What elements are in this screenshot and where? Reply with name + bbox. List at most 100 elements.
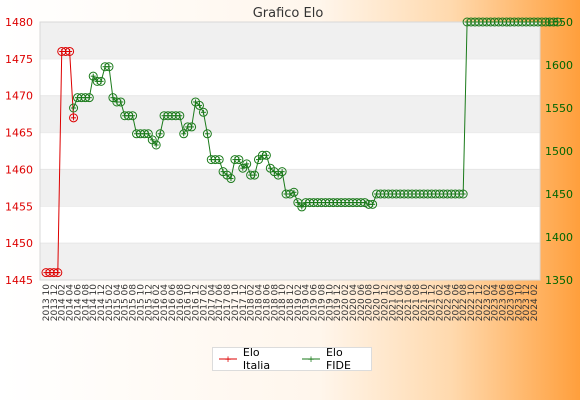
data-point <box>96 76 106 86</box>
left-tick-label: 1465 <box>5 127 33 140</box>
data-point <box>250 170 260 180</box>
x-tick-label: 2018 10 <box>278 284 288 321</box>
data-point <box>289 187 299 197</box>
x-tick-label: 2022 08 <box>459 284 469 321</box>
x-tick-label: 2017 06 <box>215 284 225 321</box>
x-tick-label: 2023 08 <box>506 284 516 321</box>
x-tick-label: 2015 10 <box>136 284 146 321</box>
x-tick-label: 2021 12 <box>428 284 438 321</box>
chart-title: Grafico Elo <box>253 6 324 21</box>
x-tick-label: 2018 06 <box>262 284 272 321</box>
x-tick-label: 2018 02 <box>247 284 257 321</box>
x-tick-label: 2013 10 <box>42 284 52 321</box>
grid-band <box>40 243 540 280</box>
x-tick-label: 2020 10 <box>373 284 383 321</box>
left-tick-label: 1445 <box>5 274 33 287</box>
left-tick-label: 1475 <box>5 53 33 66</box>
legend-marker-italia: + <box>219 355 237 363</box>
series-elo-fide <box>69 17 563 212</box>
x-tick-label: 2014 10 <box>89 284 99 321</box>
x-tick-label: 2013 12 <box>50 284 60 321</box>
x-tick-label: 2023 12 <box>522 284 532 321</box>
x-tick-label: 2019 08 <box>317 284 327 321</box>
x-tick-label: 2021 02 <box>388 284 398 321</box>
legend-label-italia: Elo Italia <box>242 346 271 372</box>
x-tick-label: 2017 08 <box>223 284 233 321</box>
right-tick-label: 1500 <box>545 145 573 158</box>
x-tick-label: 2014 12 <box>97 284 107 321</box>
x-tick-label: 2020 08 <box>365 284 375 321</box>
x-tick-label: 2016 04 <box>160 284 170 321</box>
right-tick-label: 1350 <box>545 274 573 287</box>
data-point <box>277 167 287 177</box>
data-point <box>242 159 252 169</box>
right-tick-label: 1450 <box>545 188 573 201</box>
x-tick-label: 2014 06 <box>73 284 83 321</box>
x-tick-label: 2018 04 <box>255 284 265 321</box>
data-point <box>155 129 165 139</box>
data-point <box>104 62 114 72</box>
data-point <box>65 46 75 56</box>
legend-marker-fide: + <box>302 355 320 363</box>
grid-band <box>40 22 540 59</box>
x-tick-label: 2016 02 <box>152 284 162 321</box>
plot-border <box>39 21 541 281</box>
x-tick-label: 2017 12 <box>239 284 249 321</box>
x-tick-label: 2023 04 <box>491 284 501 321</box>
x-tick-label: 2023 02 <box>483 284 493 321</box>
right-tick-label: 1550 <box>545 102 573 115</box>
x-tick-label: 2023 10 <box>514 284 524 321</box>
data-point <box>175 111 185 121</box>
plot-background <box>40 22 540 280</box>
data-point <box>214 155 224 165</box>
data-point <box>151 140 161 150</box>
data-point <box>128 111 138 121</box>
x-tick-label: 2019 02 <box>294 284 304 321</box>
x-tick-label: 2019 06 <box>310 284 320 321</box>
x-tick-label: 2016 10 <box>184 284 194 321</box>
data-point <box>187 122 197 132</box>
data-point <box>202 129 212 139</box>
right-tick-label: 1400 <box>545 231 573 244</box>
svg-text:+: + <box>307 355 315 363</box>
x-tick-label: 2022 04 <box>443 284 453 321</box>
x-tick-label: 2015 04 <box>113 284 123 321</box>
right-tick-label: 1600 <box>545 59 573 72</box>
data-point <box>69 103 79 113</box>
left-tick-label: 1480 <box>5 16 33 29</box>
x-tick-label: 2022 12 <box>475 284 485 321</box>
x-tick-label: 2018 08 <box>270 284 280 321</box>
data-point <box>234 155 244 165</box>
x-tick-label: 2016 12 <box>192 284 202 321</box>
plot-area <box>39 21 541 281</box>
x-tick-label: 2021 10 <box>420 284 430 321</box>
x-tick-label: 2019 12 <box>333 284 343 321</box>
left-axis-ticks: 1445 1450 1455 1460 1465 1470 1475 1480 <box>5 16 33 287</box>
x-tick-label: 2018 12 <box>286 284 296 321</box>
x-tick-label: 2023 06 <box>499 284 509 321</box>
x-tick-label: 2015 02 <box>105 284 115 321</box>
x-tick-label: 2020 12 <box>380 284 390 321</box>
grid-band <box>40 169 540 207</box>
legend-item-elo-fide: + Elo FIDE <box>302 346 371 372</box>
data-point <box>261 150 271 160</box>
x-tick-label: 2022 10 <box>467 284 477 321</box>
x-tick-label: 2014 04 <box>66 284 76 321</box>
x-tick-label: 2017 04 <box>207 284 217 321</box>
data-point <box>553 17 563 27</box>
x-tick-label: 2021 08 <box>412 284 422 321</box>
x-tick-label: 2014 02 <box>58 284 68 321</box>
x-tick-label: 2020 02 <box>341 284 351 321</box>
data-point <box>179 129 189 139</box>
x-tick-label: 2022 02 <box>436 284 446 321</box>
data-point <box>69 113 79 123</box>
x-tick-label: 2021 06 <box>404 284 414 321</box>
x-tick-label: 2017 02 <box>199 284 209 321</box>
data-point <box>194 100 204 110</box>
data-point <box>368 199 378 209</box>
x-tick-label: 2019 04 <box>302 284 312 321</box>
data-point <box>226 174 236 184</box>
grid-band <box>40 95 540 133</box>
x-tick-label: 2024 02 <box>530 284 540 321</box>
